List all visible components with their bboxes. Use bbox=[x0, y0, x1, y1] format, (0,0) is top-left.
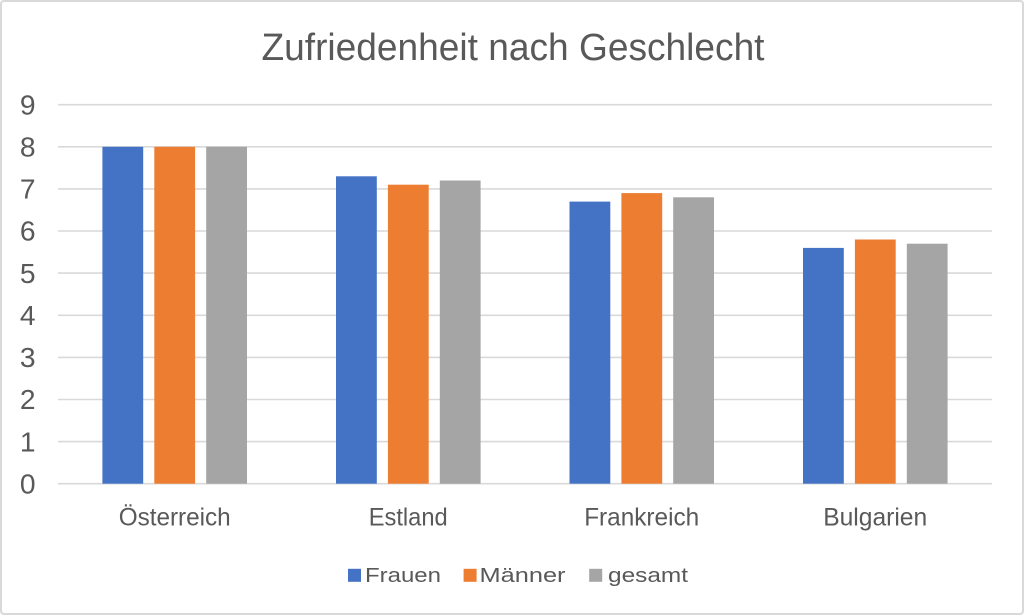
svg-text:6: 6 bbox=[20, 215, 36, 247]
svg-text:9: 9 bbox=[20, 88, 36, 120]
svg-text:7: 7 bbox=[20, 173, 36, 205]
svg-text:5: 5 bbox=[20, 257, 36, 289]
svg-text:Österreich: Österreich bbox=[119, 503, 231, 531]
svg-text:Zufriedenheit nach Geschlecht: Zufriedenheit nach Geschlecht bbox=[262, 27, 765, 69]
svg-text:8: 8 bbox=[20, 131, 36, 163]
svg-text:4: 4 bbox=[20, 299, 36, 331]
svg-text:3: 3 bbox=[20, 341, 36, 373]
svg-text:Bulgarien: Bulgarien bbox=[823, 503, 927, 531]
svg-text:2: 2 bbox=[20, 383, 36, 415]
svg-text:0: 0 bbox=[20, 467, 36, 499]
svg-text:gesamt: gesamt bbox=[608, 564, 688, 587]
svg-text:Männer: Männer bbox=[480, 564, 566, 587]
svg-text:Frauen: Frauen bbox=[365, 564, 441, 587]
svg-text:Estland: Estland bbox=[369, 503, 448, 531]
svg-text:1: 1 bbox=[20, 425, 36, 457]
svg-text:Frankreich: Frankreich bbox=[584, 503, 699, 531]
